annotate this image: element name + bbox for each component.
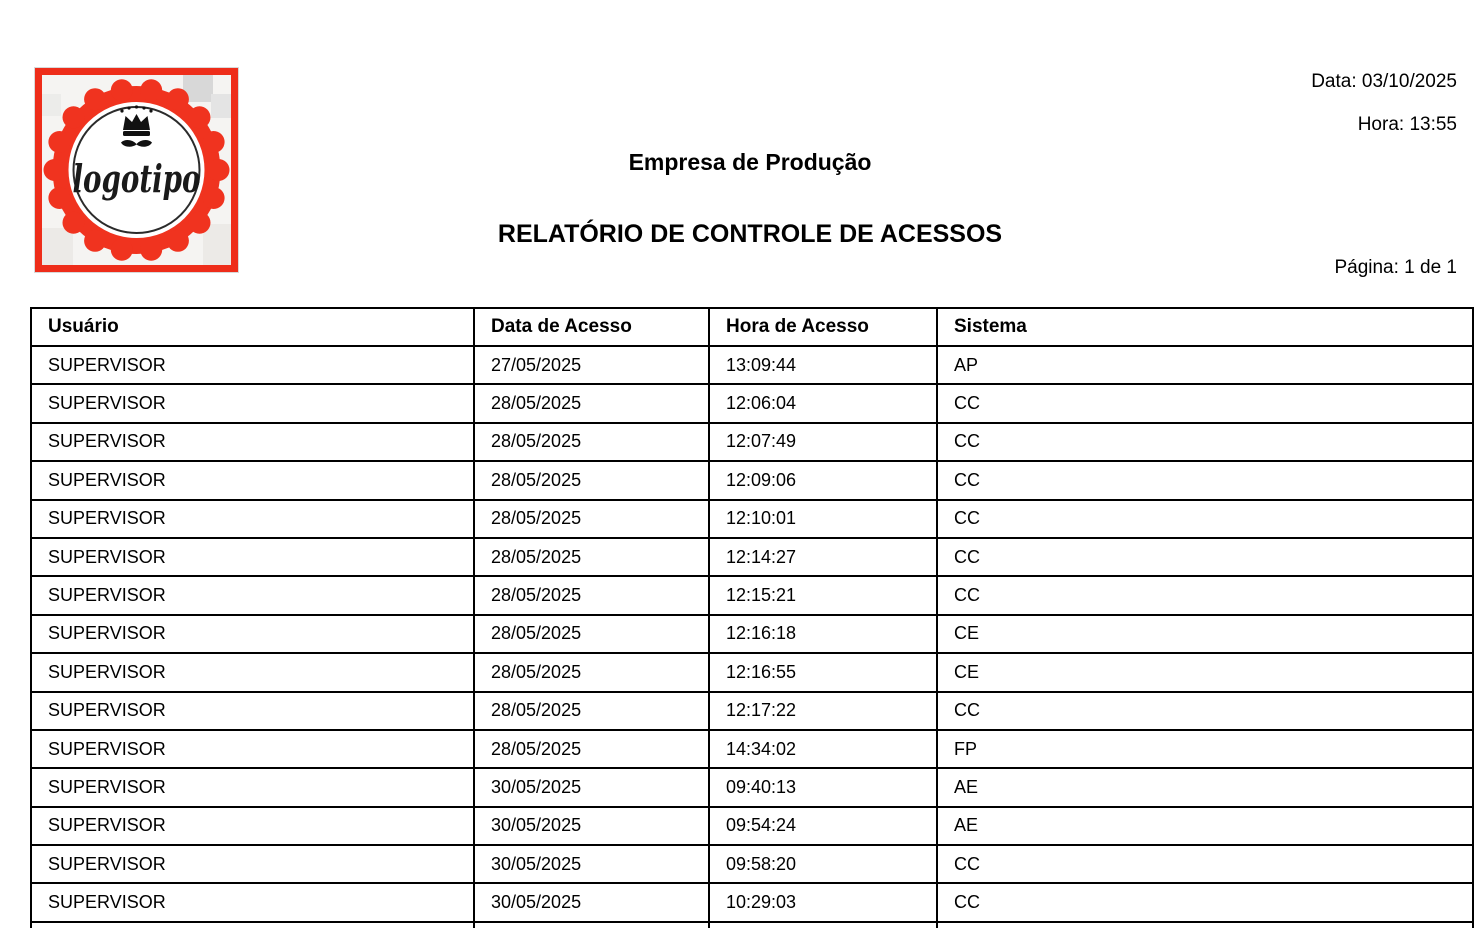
table-row: SUPERVISOR 28/05/2025 12:09:06 CC: [30, 460, 1474, 501]
access-table: Usuário Data de Acesso Hora de Acesso Si…: [30, 307, 1474, 928]
table-cell: SUPERVISOR: [30, 460, 475, 501]
access-table-header: Usuário Data de Acesso Hora de Acesso Si…: [30, 307, 1474, 347]
table-cell: CC: [936, 460, 1474, 501]
table-cell: SUPERVISOR: [30, 421, 475, 463]
table-cell: SUPERVISOR: [30, 536, 475, 578]
table-cell: 12:17:22: [708, 690, 938, 731]
table-cell: 28/05/2025: [473, 498, 710, 539]
table-cell: CC: [936, 536, 1474, 578]
table-cell: CC: [936, 882, 1474, 923]
table-cell: 12:09:06: [708, 460, 938, 501]
table-cell: CC: [936, 498, 1474, 539]
table-cell: CC: [936, 844, 1474, 885]
table-row: SUPERVISOR 30/05/2025 09:58:20 CC: [30, 844, 1474, 885]
table-cell: AP: [936, 344, 1474, 386]
table-row: SUPERVISOR 30/05/2025 10:29:03 CC: [30, 882, 1474, 923]
table-cell: CC: [936, 383, 1474, 424]
table-cell: CC: [936, 690, 1474, 731]
table-cell: 30/05/2025: [473, 844, 710, 885]
report-title: RELATÓRIO DE CONTROLE DE ACESSOS: [497, 220, 1003, 248]
table-row: SUPERVISOR 28/05/2025 12:06:04 CC: [30, 383, 1474, 424]
table-cell: 12:15:21: [708, 575, 938, 616]
table-cell: CC: [936, 421, 1474, 463]
column-header-sistema: Sistema: [936, 307, 1474, 347]
table-cell: SUPERVISOR: [30, 383, 475, 424]
column-header-hora-de-acesso: Hora de Acesso: [708, 307, 938, 347]
table-row: SUPERVISOR 28/05/2025 12:17:22 CC: [30, 690, 1474, 731]
table-cell: 28/05/2025: [473, 728, 710, 770]
table-row: SUPERVISOR 28/05/2025 12:14:27 CC: [30, 536, 1474, 578]
table-cell: 14:34:02: [708, 728, 938, 770]
table-cell: 28/05/2025: [473, 690, 710, 731]
table-cell: 28/05/2025: [473, 460, 710, 501]
table-row: SUPERVISOR 28/05/2025 12:07:49 CC: [30, 421, 1474, 463]
table-row: SUPERVISOR 28/05/2025 12:10:01 CC: [30, 498, 1474, 539]
mustache-icon: [121, 139, 152, 147]
table-cell: AE: [936, 767, 1474, 808]
table-cell: [936, 920, 1474, 928]
table-row: SUPERVISOR 28/05/2025 12:16:18 CE: [30, 613, 1474, 655]
table-cell: SUPERVISOR: [30, 767, 475, 808]
table-cell: CE: [936, 613, 1474, 655]
table-cell: CE: [936, 652, 1474, 693]
table-cell: 28/05/2025: [473, 575, 710, 616]
table-cell: 28/05/2025: [473, 652, 710, 693]
table-cell: SUPERVISOR: [30, 575, 475, 616]
page-indicator: Página: 1 de 1: [1334, 257, 1457, 278]
access-table-body: SUPERVISOR 27/05/2025 13:09:44 AP SUPERVISOR…: [30, 344, 1474, 928]
header-row: Usuário Data de Acesso Hora de Acesso Si…: [30, 307, 1474, 347]
table-cell: 30/05/2025: [473, 767, 710, 808]
table-cell: 12:10:01: [708, 498, 938, 539]
table-cell: AE: [936, 805, 1474, 847]
table-cell: 12:16:55: [708, 652, 938, 693]
table-row: SUPERVISOR 30/05/2025 09:54:24 AE: [30, 805, 1474, 847]
table-cell: 30/05/2025: [473, 805, 710, 847]
table-cell: 13:09:44: [708, 344, 938, 386]
table-cell: 09:54:24: [708, 805, 938, 847]
table-cell: 09:40:13: [708, 767, 938, 808]
company-title: Empresa de Produção: [628, 149, 872, 175]
table-cell: SUPERVISOR: [30, 344, 475, 386]
table-cell: 10:29:03: [708, 882, 938, 923]
table-row: SUPERVISOR 28/05/2025 12:16:55 CE: [30, 652, 1474, 693]
table-cell: [473, 920, 710, 928]
column-header-data-de-acesso: Data de Acesso: [473, 307, 710, 347]
table-cell: 12:16:18: [708, 613, 938, 655]
table-cell: 28/05/2025: [473, 421, 710, 463]
table-cell: 28/05/2025: [473, 536, 710, 578]
table-cell: SUPERVISOR: [30, 613, 475, 655]
table-row: SUPERVISOR 27/05/2025 13:09:44 AP: [30, 344, 1474, 386]
table-cell: 30/05/2025: [473, 882, 710, 923]
table-cell: 09:58:20: [708, 844, 938, 885]
table-cell: SUPERVISOR: [30, 690, 475, 731]
table-cell: 12:14:27: [708, 536, 938, 578]
table-cell: SUPERVISOR: [30, 652, 475, 693]
table-cell: 28/05/2025: [473, 383, 710, 424]
table-cell: [30, 920, 475, 928]
logo-image: logotipo: [35, 68, 238, 272]
report-time: Hora: 13:55: [1357, 114, 1457, 135]
column-header-usuario: Usuário: [30, 307, 475, 347]
table-cell: 27/05/2025: [473, 344, 710, 386]
table-cell: [708, 920, 938, 928]
table-cell: SUPERVISOR: [30, 882, 475, 923]
table-cell: SUPERVISOR: [30, 728, 475, 770]
table-cell: 12:07:49: [708, 421, 938, 463]
table-row: [30, 920, 1474, 928]
table-cell: SUPERVISOR: [30, 805, 475, 847]
table-cell: SUPERVISOR: [30, 498, 475, 539]
table-cell: 28/05/2025: [473, 613, 710, 655]
table-row: SUPERVISOR 28/05/2025 12:15:21 CC: [30, 575, 1474, 616]
table-cell: SUPERVISOR: [30, 844, 475, 885]
report-date: Data: 03/10/2025: [1311, 71, 1457, 92]
crown-icon: [120, 105, 153, 136]
table-cell: FP: [936, 728, 1474, 770]
logo-text: logotipo: [73, 156, 201, 201]
table-row: SUPERVISOR 30/05/2025 09:40:13 AE: [30, 767, 1474, 808]
table-cell: 12:06:04: [708, 383, 938, 424]
table-cell: CC: [936, 575, 1474, 616]
company-logo: logotipo: [34, 67, 239, 273]
table-row: SUPERVISOR 28/05/2025 14:34:02 FP: [30, 728, 1474, 770]
